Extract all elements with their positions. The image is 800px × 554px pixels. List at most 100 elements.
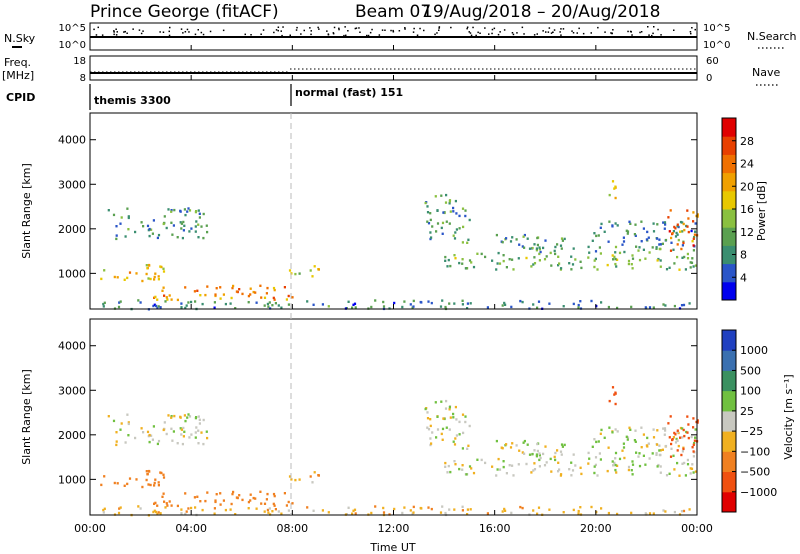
power-cell — [665, 268, 669, 271]
power-cell — [558, 262, 561, 265]
power-cell — [393, 301, 396, 305]
velocity-cell — [291, 502, 294, 505]
power-cell — [199, 294, 202, 297]
power-cell — [491, 259, 494, 262]
power-cell — [623, 250, 626, 254]
velocity-cell — [458, 433, 461, 436]
power-cell — [266, 302, 269, 306]
power-cell — [655, 246, 658, 249]
velocity-cell — [441, 438, 444, 441]
power-cell — [321, 303, 324, 306]
velocity-cell — [587, 462, 590, 465]
beam-label: Beam 07 — [355, 2, 431, 22]
nsearch-dot — [612, 29, 614, 31]
velocity-cell — [502, 465, 505, 469]
power-cell — [163, 294, 166, 297]
power-cell — [455, 228, 458, 231]
velocity-cell — [238, 494, 241, 497]
nsearch-dot — [222, 29, 225, 32]
power-colorbar-segment — [722, 263, 736, 283]
power-cell — [280, 306, 283, 309]
power-cell — [272, 286, 276, 290]
velocity-cell — [523, 439, 526, 443]
velocity-cell — [629, 428, 632, 431]
velocity-cell — [658, 453, 661, 457]
power-cell — [434, 195, 437, 198]
velocity-cell — [536, 442, 539, 446]
velocity-cell — [412, 511, 415, 514]
power-cell — [502, 254, 505, 257]
nsearch-dot — [310, 33, 312, 36]
velocity-cell — [688, 508, 691, 511]
velocity-cell — [587, 451, 590, 455]
power-cell — [180, 227, 183, 230]
power-cell — [679, 220, 683, 224]
velocity-cell — [562, 511, 565, 514]
velocity-cell — [465, 473, 468, 476]
velocity-cell — [146, 430, 150, 434]
power-cell — [599, 252, 602, 255]
power-cell — [214, 294, 217, 298]
power-cell — [219, 286, 222, 289]
velocity-cell — [614, 402, 617, 406]
power-cell — [548, 302, 551, 305]
velocity-cell — [461, 468, 464, 471]
power-cell — [652, 306, 655, 309]
power-cell — [298, 272, 301, 275]
power-cell — [440, 226, 443, 230]
velocity-cell — [614, 457, 617, 460]
power-colorbar-segment — [722, 172, 736, 192]
power-cell — [173, 208, 176, 212]
power-cell — [181, 236, 184, 240]
power-cell — [465, 267, 468, 270]
power-cell — [123, 278, 126, 281]
velocity-cell — [235, 496, 238, 499]
velocity-heatmap — [100, 386, 699, 517]
power-cell — [401, 305, 404, 309]
velocity-cell — [577, 509, 580, 513]
power-cell — [664, 304, 667, 307]
power-cell — [230, 296, 233, 300]
nsearch-dot — [576, 32, 578, 34]
power-cell — [560, 247, 563, 250]
velocity-cell — [615, 471, 618, 474]
velocity-cell — [515, 444, 518, 447]
nsearch-dot — [250, 34, 252, 36]
power-cell — [538, 248, 541, 251]
velocity-cell — [180, 512, 183, 515]
power-cell — [124, 235, 127, 238]
power-cell — [668, 266, 671, 269]
nsearch-dot — [138, 29, 141, 31]
velocity-cell — [466, 513, 469, 516]
velocity-cell — [194, 416, 197, 420]
velocity-cell — [156, 442, 159, 446]
velocity-cell — [505, 472, 508, 475]
velocity-cell — [283, 492, 286, 495]
velocity-cell — [393, 507, 396, 511]
velocity-cell — [247, 500, 250, 504]
power-cell — [635, 245, 638, 248]
velocity-cell — [508, 464, 511, 467]
power-cell — [238, 288, 241, 291]
power-cell — [156, 236, 159, 240]
power-cell — [594, 257, 597, 261]
power-cell — [452, 234, 455, 237]
velocity-cell — [593, 471, 596, 475]
velocity-colorbar-tick-label: −1000 — [740, 486, 777, 499]
power-cell — [165, 226, 168, 230]
power-cell — [603, 230, 606, 233]
power-cell — [448, 202, 451, 205]
power-cell — [614, 185, 617, 188]
velocity-cell — [167, 414, 170, 417]
velocity-cell — [274, 508, 277, 511]
velocity-cell — [614, 463, 617, 467]
velocity-cell — [287, 500, 290, 504]
velocity-cell — [631, 460, 634, 463]
velocity-cell — [637, 455, 640, 458]
power-colorbar-segment — [722, 190, 736, 210]
velocity-cell — [454, 405, 457, 409]
nsearch-tick-bottom: 10^0 — [703, 40, 730, 51]
velocity-cell — [271, 510, 274, 513]
velocity-cell — [633, 439, 636, 442]
velocity-cell — [170, 427, 173, 430]
